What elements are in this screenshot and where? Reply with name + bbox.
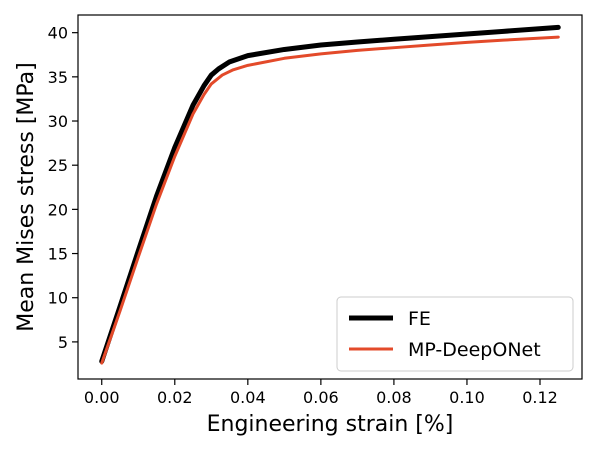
y-tick-label: 30	[48, 112, 68, 131]
y-tick-label: 40	[48, 24, 68, 43]
x-tick-label: 0.08	[376, 388, 412, 407]
legend-box	[336, 296, 574, 372]
y-tick-label: 5	[58, 333, 68, 352]
y-tick-label: 25	[48, 156, 68, 175]
series-line-fe	[99, 24, 561, 364]
y-axis-title: Mean Mises stress [MPa]	[14, 62, 39, 332]
legend-label-fe: FE	[408, 308, 431, 330]
x-axis-title: Engineering strain [%]	[207, 412, 454, 437]
plot-frame	[77, 14, 583, 380]
x-tick-label: 0.04	[230, 388, 266, 407]
x-tick-label: 0.00	[84, 388, 120, 407]
legend-label-mp-deeponet: MP-DeepONet	[408, 339, 541, 361]
legend: FE MP-DeepONet	[336, 296, 574, 372]
x-tick-label: 0.12	[522, 388, 558, 407]
series-line-mp-deeponet	[100, 35, 560, 365]
y-tick-label: 35	[48, 68, 68, 87]
x-tick-label: 0.02	[157, 388, 193, 407]
y-tick-label: 20	[48, 200, 68, 219]
series-layer	[99, 24, 561, 365]
y-axis: 5 10 15 20 25 30 35 40	[48, 24, 78, 352]
y-tick-label: 10	[48, 289, 68, 308]
y-tick-label: 15	[48, 245, 68, 264]
x-tick-label: 0.06	[303, 388, 339, 407]
x-tick-label: 0.10	[449, 388, 485, 407]
x-axis: 0.00 0.02 0.04 0.06 0.08 0.10 0.12	[84, 379, 558, 407]
